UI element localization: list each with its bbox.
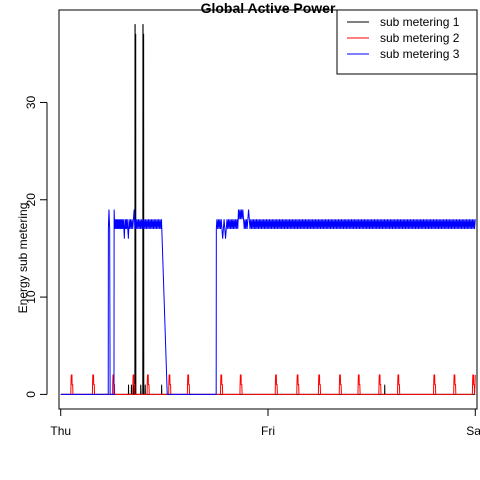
y-tick-label-1: 10 [24, 290, 38, 304]
legend-label-3: sub metering 3 [380, 47, 460, 61]
x-tick-label-0: Thu [50, 424, 71, 438]
chart-title: Global Active Power [201, 0, 336, 16]
series-line-1 [60, 24, 476, 395]
legend-label-2: sub metering 2 [380, 31, 460, 45]
series-line-3 [60, 209, 476, 395]
legend: sub metering 1 sub metering 2 sub metering… [336, 9, 478, 75]
legend-label-1: sub metering 1 [380, 15, 460, 29]
y-tick-label-3: 30 [24, 95, 38, 109]
series-line-2 [60, 374, 476, 395]
axis-layer: 0 10 20 30 Thu Fri Sat [24, 95, 480, 438]
series-layer [60, 24, 476, 395]
x-tick-label-2: Sat [466, 424, 480, 438]
y-tick-label-2: 20 [24, 193, 38, 207]
y-axis-label: Energy sub metering [16, 203, 30, 314]
y-tick-label-0: 0 [24, 391, 38, 398]
x-tick-label-1: Fri [261, 424, 275, 438]
legend-box [336, 9, 478, 75]
